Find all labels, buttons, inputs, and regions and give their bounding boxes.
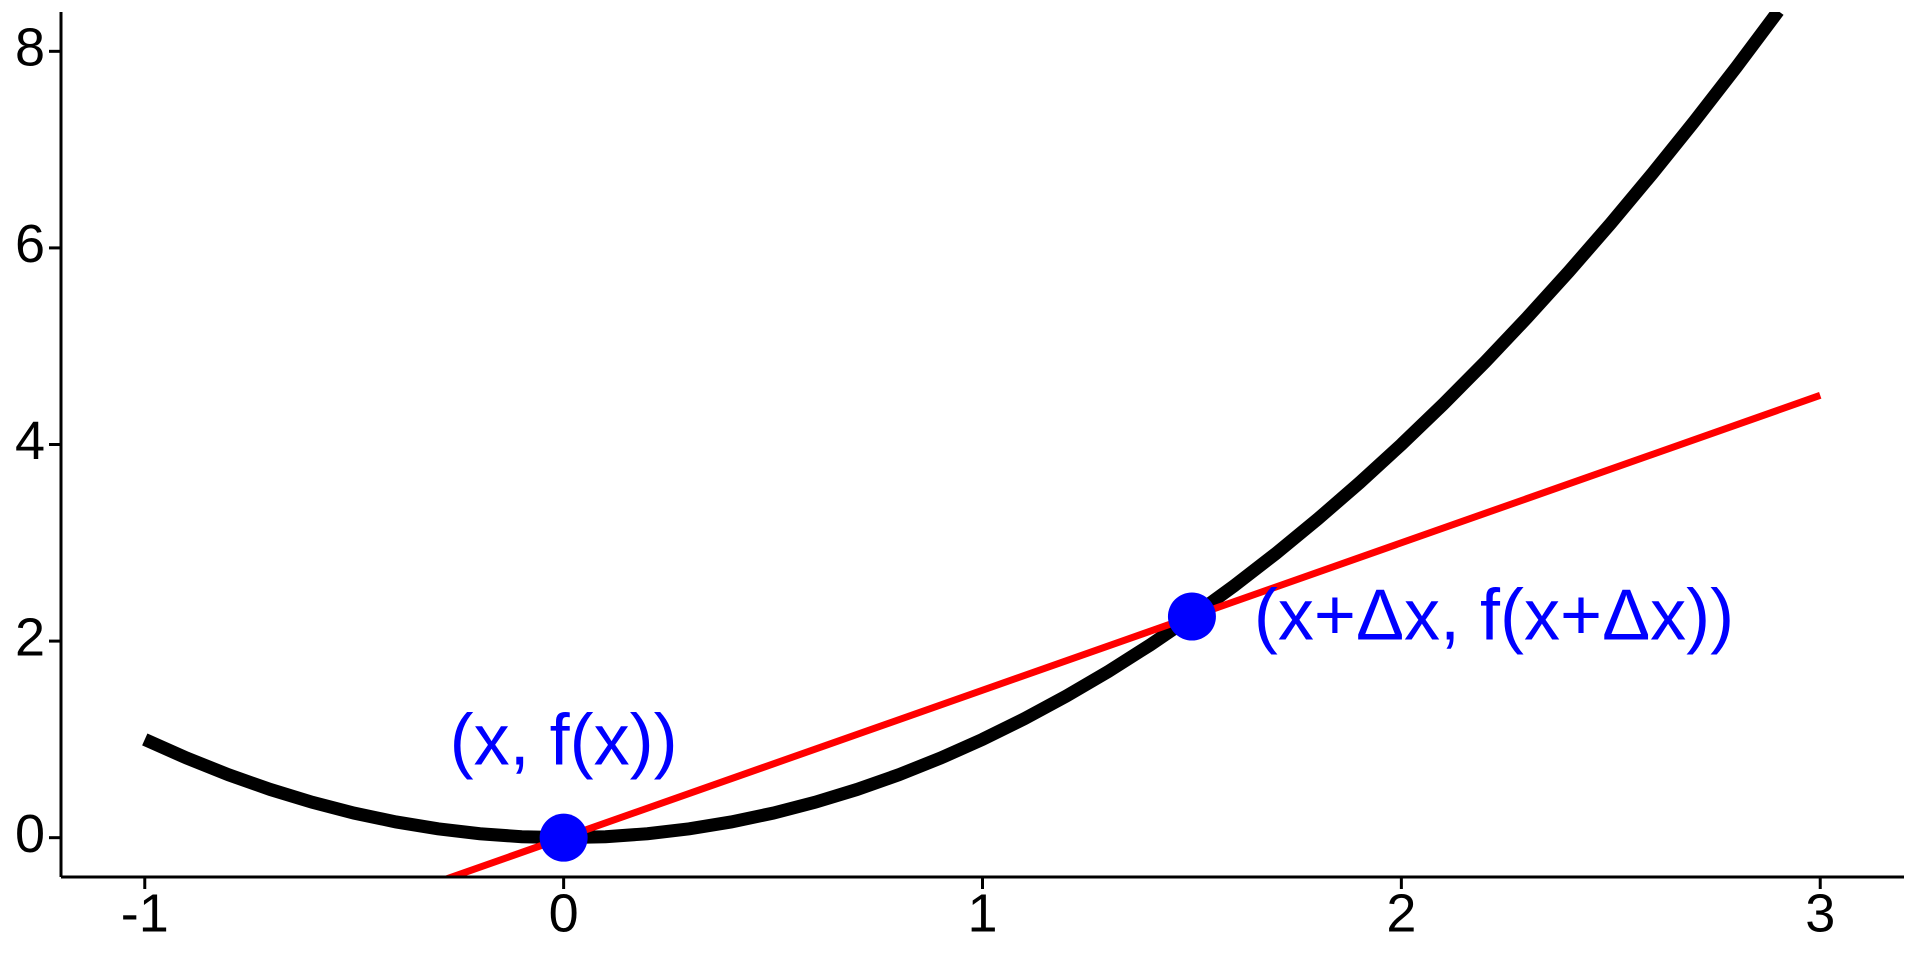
x-tick-label: 3 (1805, 883, 1835, 943)
series-line (142, 12, 1784, 845)
annotation: (x+Δx, f(x+Δx)) (1254, 576, 1734, 656)
x-tick-label: 2 (1386, 883, 1416, 943)
y-tick-label: 8 (15, 18, 45, 78)
series-line (441, 392, 1822, 877)
point (1167, 592, 1216, 641)
y-tick-label: 6 (15, 214, 45, 274)
y-tick-label: 2 (15, 607, 45, 667)
point (539, 813, 588, 862)
x-tick-label: 1 (967, 883, 997, 943)
annotation: (x, f(x)) (450, 701, 678, 781)
x-tick-label: -1 (121, 883, 169, 943)
plot-area (142, 12, 1822, 877)
y-tick-label: 0 (15, 804, 45, 864)
x-tick-label: 0 (549, 883, 579, 943)
y-tick-label: 4 (15, 411, 45, 471)
